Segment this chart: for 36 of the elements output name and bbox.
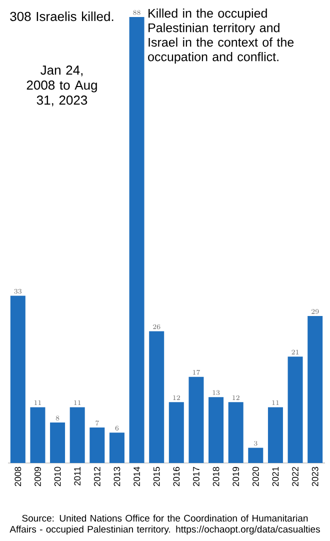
bar [168, 402, 184, 463]
x-tick-label: 2011 [74, 466, 81, 486]
bar [248, 448, 264, 463]
x-tick-label: 2014 [134, 466, 140, 486]
bar [30, 407, 46, 463]
bar [228, 402, 244, 463]
x-tick-label: 2018 [212, 466, 220, 486]
x-tick-label: 2020 [252, 466, 259, 486]
x-tick-label: 2017 [193, 466, 200, 486]
bar [208, 397, 224, 463]
chart-title: 308 Israelis killed. [10, 12, 114, 22]
bar [90, 428, 105, 463]
bar [50, 422, 66, 463]
bar [268, 407, 283, 463]
x-tick-label: 2010 [54, 466, 61, 486]
bar [149, 331, 164, 463]
bar [70, 407, 85, 463]
x-tick-label: 2022 [292, 466, 298, 486]
x-tick-label: 2016 [173, 466, 180, 486]
x-tick-label: 2008 [14, 466, 22, 486]
x-tick-label: 2023 [312, 466, 318, 486]
bar [129, 17, 144, 463]
bar [10, 296, 26, 463]
x-tick-label: 2015 [153, 466, 160, 486]
x-tick-label: 2009 [34, 466, 41, 486]
bar [308, 316, 323, 463]
annotation: Killed in the occupied Palestinian territory and Israel in the context of the occupation and conflict. [148, 8, 294, 64]
x-tick-label: 2019 [232, 466, 240, 486]
bar [288, 356, 303, 463]
x-tick-label: 2021 [272, 466, 279, 486]
x-tick-label: 2012 [94, 466, 100, 486]
bar [109, 432, 124, 463]
source-note: Source: United Nations Office for the Coordination of Humanitarian Affairs - occupied Palestinian territory. https://ochaopt.org/data/casualties [10, 514, 320, 534]
bar [188, 376, 204, 463]
x-tick-label: 2013 [114, 466, 120, 486]
text: Jan 24, 2008 to Aug 31, 2023 [26, 66, 97, 106]
